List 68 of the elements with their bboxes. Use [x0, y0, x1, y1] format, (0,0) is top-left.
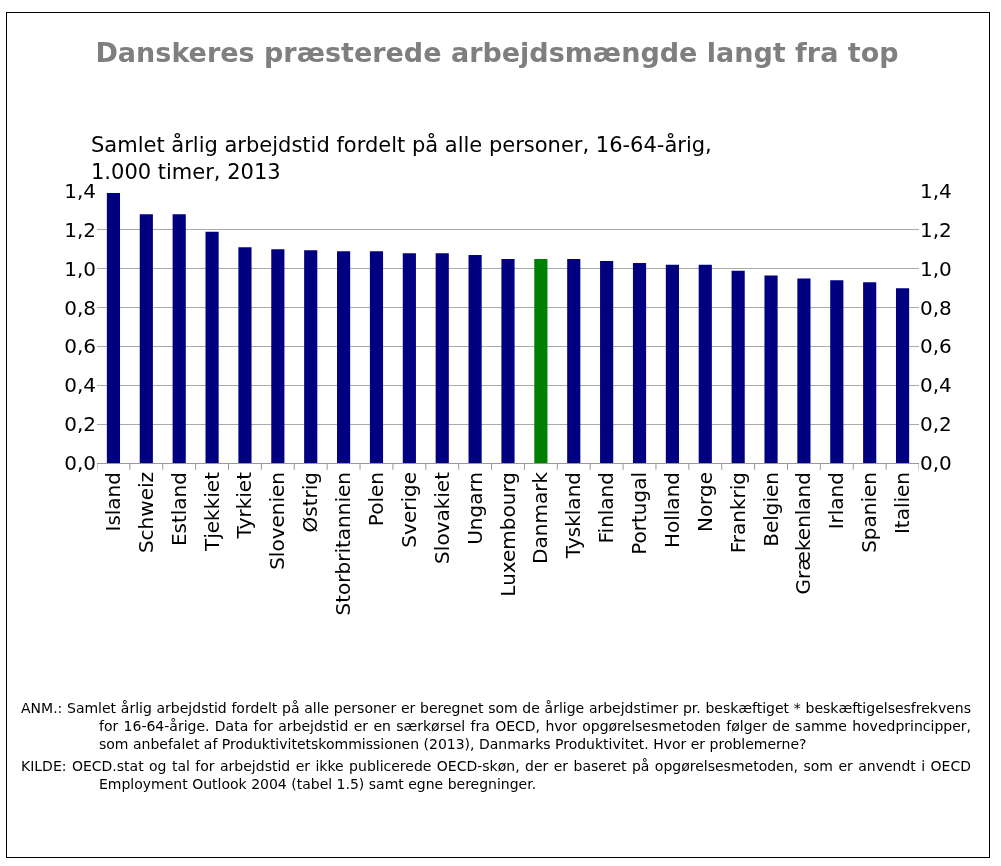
bar: [632, 262, 647, 463]
bar: [863, 282, 877, 463]
bar: [468, 255, 482, 463]
bar: [797, 278, 811, 463]
x-tick-label: Tjekkiet: [199, 471, 224, 552]
y-tick-label: 0,4: [64, 373, 96, 398]
bar: [238, 247, 252, 463]
y2-tick-label: 0,0: [920, 451, 952, 475]
x-tick-label: Frankrig: [725, 472, 750, 554]
x-tick-label: Østrig: [298, 472, 323, 533]
x-tick-label: Finland: [594, 472, 619, 544]
x-tick-label: Spanien: [857, 472, 882, 553]
x-tick-label: Slovakiet: [429, 471, 454, 564]
x-tick-label: Portugal: [627, 472, 652, 555]
bar: [271, 249, 285, 463]
y2-tick-label: 0,8: [920, 295, 952, 320]
text: KILDE: OECD.stat og tal for arbejdstid er ikke publicerede OECD-skøn, der er baseret på opgørelsesmetoden, som er anvendt i OECD Employment Outlook 2004 (tabel 1.5) samt egne beregninger.: [21, 757, 971, 793]
x-tick-label: Ungarn: [462, 472, 487, 545]
y-tick-label: 1,2: [64, 217, 96, 242]
bar: [435, 253, 449, 463]
y-tick-label: 0,2: [64, 412, 96, 437]
bar: [698, 264, 712, 463]
y-tick-label: 0,6: [64, 334, 96, 359]
bar: [402, 253, 416, 463]
x-tick-label: Tyrkiet: [232, 471, 257, 540]
bar: [764, 275, 778, 463]
x-tick-label: Danmark: [528, 471, 553, 564]
y2-tick-label: 1,0: [920, 256, 952, 281]
bar: [172, 214, 186, 463]
x-tick-label: Luxembourg: [495, 472, 520, 597]
x-tick-label: Slovenien: [265, 472, 290, 570]
x-tick-label: Storbritannien: [331, 472, 356, 616]
x-tick-label: Sverige: [396, 472, 421, 548]
x-tick-label: Island: [100, 472, 125, 532]
bar: [205, 231, 219, 463]
bar: [139, 214, 153, 463]
x-tick-label: Italien: [890, 472, 915, 535]
bar: [534, 259, 548, 463]
x-tick-label: Norge: [692, 472, 717, 533]
x-tick-label: Estland: [166, 472, 191, 547]
y-tick-label: 0,0: [64, 451, 96, 475]
x-tick-label: Grækenland: [791, 472, 816, 595]
bar: [665, 264, 679, 463]
y2-tick-label: 0,2: [920, 412, 952, 437]
x-tick-label: Schweiz: [133, 472, 158, 554]
x-tick-label: Irland: [824, 472, 849, 530]
y-tick-label: 0,8: [64, 295, 96, 320]
bar: [731, 270, 745, 463]
bar: [830, 280, 844, 463]
bar: [106, 192, 121, 463]
y2-tick-label: 0,4: [920, 373, 952, 398]
bar: [304, 250, 318, 463]
bar: [567, 259, 581, 463]
x-tick-label: Tyskland: [561, 472, 586, 560]
y2-tick-label: 0,6: [920, 334, 952, 359]
bar: [501, 259, 515, 463]
bar: [895, 288, 910, 463]
y-tick-label: 1,0: [64, 256, 96, 281]
y2-tick-label: 1,4: [920, 179, 952, 203]
bar: [600, 260, 614, 463]
bar: [337, 251, 351, 463]
text: ANM.: Samlet årlig arbejdstid fordelt på alle personer er beregnet som de årlige arbejdstimer pr. beskæftiget * beskæftigelsesfrekvens for 16-64-årige. Data for arbejdstid er en særkørsel fra OECD, hvor opgørelsesmetoden følger de samme hovedprincipper, som anbefalet af Produktivitetskommissionen (2013), Danmarks Produktivitet. Hvor er problemerne?: [21, 699, 971, 753]
bar: [369, 251, 384, 463]
y2-tick-label: 1,2: [920, 217, 952, 242]
x-tick-label: Polen: [363, 472, 388, 527]
chart-title: Danskeres præsterede arbejdsmængde langt fra top: [95, 37, 899, 69]
x-tick-label: Belgien: [758, 472, 783, 547]
x-tick-label: Holland: [659, 472, 684, 549]
